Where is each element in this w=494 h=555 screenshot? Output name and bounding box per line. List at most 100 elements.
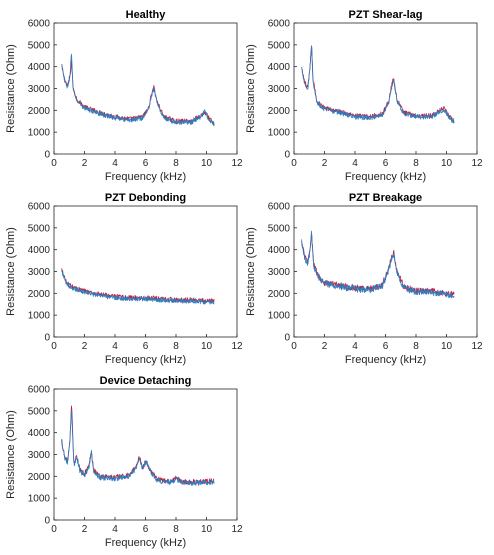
x-tick-label: 6 [143,158,149,169]
x-tick-label: 4 [112,341,118,352]
y-tick-label: 3000 [268,267,291,278]
y-axis-label: Resistance (Ohm) [245,227,257,316]
y-tick-label: 0 [44,516,50,527]
x-tick-label: 2 [82,158,88,169]
y-tick-label: 5000 [268,40,291,51]
y-tick-label: 4000 [28,245,51,256]
x-tick-label: 8 [173,341,179,352]
y-tick-label: 1000 [28,311,51,322]
x-tick-label: 10 [201,524,213,535]
x-tick-label: 10 [201,341,213,352]
x-tick-label: 12 [471,341,483,352]
y-tick-label: 4000 [268,62,291,73]
y-tick-label: 2000 [28,472,51,483]
y-tick-label: 0 [44,150,50,161]
plot-area [53,22,238,155]
x-axis-label: Frequency (kHz) [345,171,426,183]
chart-title: Healthy [126,9,167,21]
chart-panel: 0 2 4 6 8 10 12 0 1000 2000 3000 4000 5000 6000 PZT Br… [245,192,483,366]
y-tick-label: 2000 [28,289,51,300]
y-tick-label: 1000 [268,128,291,139]
y-tick-label: 6000 [268,19,291,30]
chart-panel: 0 2 4 6 8 10 12 0 1000 2000 3000 4000 5000 6000 PZT De… [5,192,243,366]
y-tick-label: 2000 [28,106,51,117]
y-tick-label: 1000 [28,494,51,505]
x-tick-label: 2 [82,341,88,352]
chart-panel: 0 2 4 6 8 10 12 0 1000 2000 3000 4000 5000 6000 PZT Sh… [245,9,483,183]
x-tick-label: 6 [143,341,149,352]
x-tick-label: 10 [441,158,453,169]
y-tick-label: 6000 [28,202,51,213]
x-axis-label: Frequency (kHz) [345,354,426,366]
series-line [301,46,455,123]
y-tick-label: 4000 [28,62,51,73]
x-tick-label: 12 [231,524,243,535]
y-tick-label: 6000 [28,385,51,396]
x-tick-label: 0 [291,341,297,352]
y-axis-label: Resistance (Ohm) [5,44,17,133]
y-tick-label: 1000 [268,311,291,322]
y-tick-label: 1000 [28,128,51,139]
series-group [61,405,215,486]
y-tick-label: 0 [284,333,290,344]
y-tick-label: 2000 [268,106,291,117]
x-tick-label: 0 [291,158,297,169]
x-tick-label: 8 [173,158,179,169]
chart-title: PZT Shear-lag [349,9,423,21]
chart-panel: 0 2 4 6 8 10 12 0 1000 2000 3000 4000 5000 6000 Health… [5,9,243,183]
y-tick-label: 4000 [28,428,51,439]
x-tick-label: 12 [231,341,243,352]
y-axis-label: Resistance (Ohm) [5,227,17,316]
series-line [61,405,215,485]
x-tick-label: 6 [143,524,149,535]
series-line [61,60,215,126]
x-tick-label: 0 [51,341,57,352]
y-axis-label: Resistance (Ohm) [5,410,17,499]
chart-title: Device Detaching [100,375,192,387]
y-tick-label: 6000 [268,202,291,213]
x-tick-label: 6 [383,158,389,169]
chart-title: PZT Debonding [105,192,186,204]
y-tick-label: 5000 [268,223,291,234]
x-tick-label: 10 [441,341,453,352]
x-tick-label: 2 [82,524,88,535]
x-tick-label: 12 [471,158,483,169]
x-axis-label: Frequency (kHz) [105,537,186,549]
x-axis-label: Frequency (kHz) [105,354,186,366]
x-tick-label: 4 [112,158,118,169]
y-tick-label: 4000 [268,245,291,256]
y-tick-label: 6000 [28,19,51,30]
series-group [61,53,215,126]
series-group [61,268,215,305]
plot-area [293,205,478,338]
chart-panel: 0 2 4 6 8 10 12 0 1000 2000 3000 4000 5000 6000 Device… [5,375,243,549]
x-tick-label: 8 [413,158,419,169]
y-tick-label: 0 [44,333,50,344]
y-axis-label: Resistance (Ohm) [245,44,257,133]
x-tick-label: 2 [322,158,328,169]
plot-area [53,205,238,338]
series-line [61,53,215,126]
y-tick-label: 3000 [28,267,51,278]
plot-area [293,22,478,155]
x-tick-label: 8 [173,524,179,535]
y-tick-label: 3000 [28,450,51,461]
x-axis-label: Frequency (kHz) [105,171,186,183]
x-tick-label: 0 [51,524,57,535]
y-tick-label: 0 [284,150,290,161]
series-line [301,45,455,124]
y-tick-label: 3000 [28,84,51,95]
series-group [301,45,455,124]
x-tick-label: 2 [322,341,328,352]
y-tick-label: 5000 [28,223,51,234]
series-line [61,410,215,486]
y-tick-label: 3000 [268,84,291,95]
x-tick-label: 6 [383,341,389,352]
y-tick-label: 5000 [28,40,51,51]
series-line [301,230,455,299]
y-tick-label: 5000 [28,406,51,417]
chart-title: PZT Breakage [349,192,422,204]
x-tick-label: 12 [231,158,243,169]
